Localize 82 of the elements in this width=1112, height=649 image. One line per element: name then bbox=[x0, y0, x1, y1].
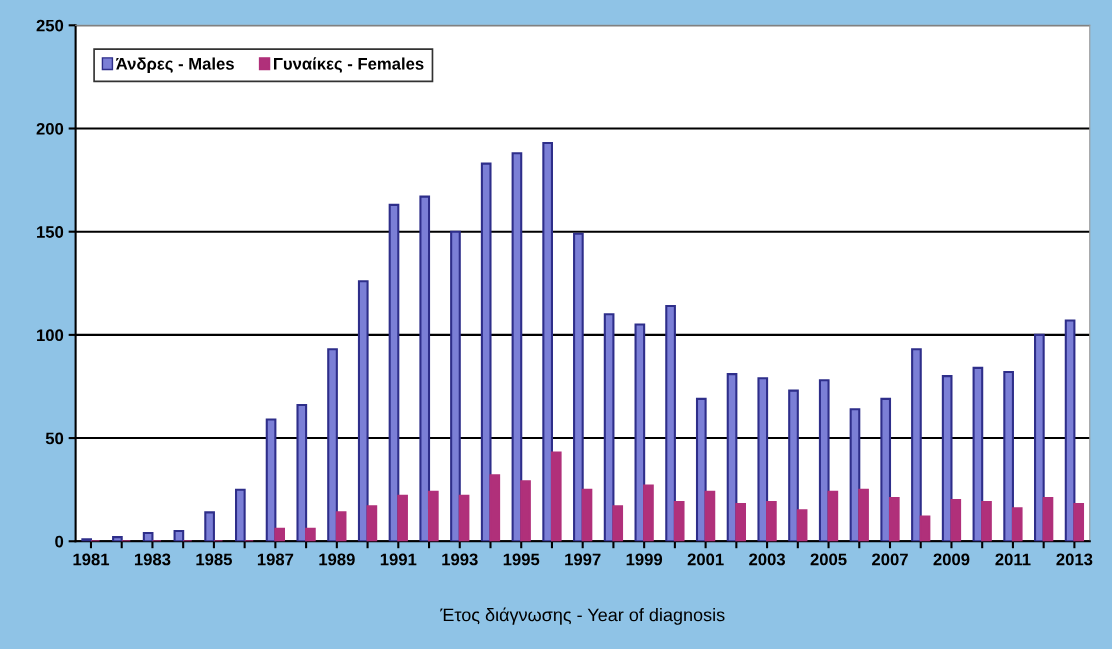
bar bbox=[296, 404, 308, 542]
bar bbox=[735, 503, 746, 542]
x-tick-label: 1983 bbox=[134, 553, 171, 566]
x-tick-label: 1987 bbox=[257, 553, 294, 566]
bar bbox=[419, 195, 431, 542]
x-tick-label: 1995 bbox=[503, 553, 540, 566]
bar bbox=[274, 527, 286, 542]
x-tick-label: 2003 bbox=[749, 553, 786, 566]
bar bbox=[81, 538, 93, 542]
bar bbox=[665, 304, 676, 542]
bar bbox=[981, 501, 992, 542]
bar bbox=[643, 484, 654, 542]
x-tick-label: 1991 bbox=[380, 553, 417, 566]
bar bbox=[397, 494, 408, 542]
x-tick-label: 2001 bbox=[687, 553, 724, 566]
x-tick-label: 1989 bbox=[319, 553, 355, 566]
x-tick-label: 1997 bbox=[565, 553, 601, 566]
bar bbox=[950, 498, 962, 542]
bar bbox=[366, 505, 378, 542]
bar bbox=[520, 480, 531, 542]
bar bbox=[818, 379, 830, 542]
bar bbox=[673, 501, 685, 542]
bar bbox=[757, 377, 769, 542]
bar bbox=[941, 375, 953, 542]
bar bbox=[796, 509, 808, 542]
legend-label: Άνδρες - Males bbox=[116, 57, 234, 73]
x-tick-label: 1993 bbox=[442, 553, 478, 566]
bar bbox=[880, 397, 892, 542]
bar bbox=[858, 488, 869, 542]
bar bbox=[458, 494, 470, 542]
x-tick-label: 1999 bbox=[626, 553, 663, 566]
x-axis-title: Έτος διάγνωσης - Year of diagnosis bbox=[440, 607, 725, 625]
bar bbox=[1034, 333, 1045, 542]
bar bbox=[827, 490, 839, 542]
bar bbox=[766, 501, 777, 542]
bar bbox=[1042, 496, 1054, 542]
bar bbox=[911, 348, 922, 542]
bar bbox=[581, 488, 593, 542]
bar bbox=[695, 397, 707, 542]
x-tick-label: 1985 bbox=[196, 553, 232, 566]
bar bbox=[480, 162, 492, 542]
bar bbox=[427, 490, 439, 542]
bar bbox=[327, 348, 338, 542]
bar bbox=[1073, 503, 1085, 542]
bar bbox=[788, 389, 799, 542]
bar bbox=[1003, 370, 1014, 542]
x-tick-label: 2011 bbox=[995, 553, 1031, 566]
y-tick-label: 0 bbox=[55, 535, 64, 548]
bar bbox=[204, 511, 215, 542]
y-tick-label: 50 bbox=[45, 432, 64, 445]
bar bbox=[612, 505, 624, 542]
y-tick-label: 150 bbox=[37, 226, 64, 238]
legend-label: Γυναίκες - Females bbox=[274, 57, 424, 73]
x-tick-label: 2005 bbox=[810, 553, 847, 566]
x-tick-label: 2009 bbox=[933, 553, 970, 566]
y-tick-label: 100 bbox=[37, 329, 64, 342]
bar bbox=[489, 474, 501, 542]
bar bbox=[142, 531, 154, 542]
bar bbox=[235, 488, 246, 542]
bar bbox=[573, 232, 584, 542]
bar bbox=[542, 141, 553, 542]
bar bbox=[511, 152, 523, 542]
bar bbox=[550, 451, 562, 542]
x-tick-label: 2013 bbox=[1056, 553, 1093, 566]
bar bbox=[704, 490, 716, 542]
y-tick-label: 250 bbox=[36, 19, 64, 32]
x-tick-label: 1981 bbox=[73, 553, 110, 566]
bar bbox=[919, 515, 931, 542]
bar bbox=[305, 527, 316, 542]
y-tick-label: 200 bbox=[36, 122, 64, 135]
bar bbox=[1064, 319, 1076, 542]
x-tick-label: 2007 bbox=[872, 553, 908, 566]
bar bbox=[388, 203, 400, 542]
bar bbox=[603, 313, 615, 542]
bar bbox=[265, 418, 277, 542]
bar bbox=[335, 511, 347, 542]
bar bbox=[112, 536, 123, 542]
bar bbox=[357, 280, 369, 542]
bar bbox=[888, 496, 900, 542]
bar bbox=[1011, 507, 1023, 542]
bar bbox=[450, 230, 461, 542]
bar bbox=[173, 529, 185, 542]
